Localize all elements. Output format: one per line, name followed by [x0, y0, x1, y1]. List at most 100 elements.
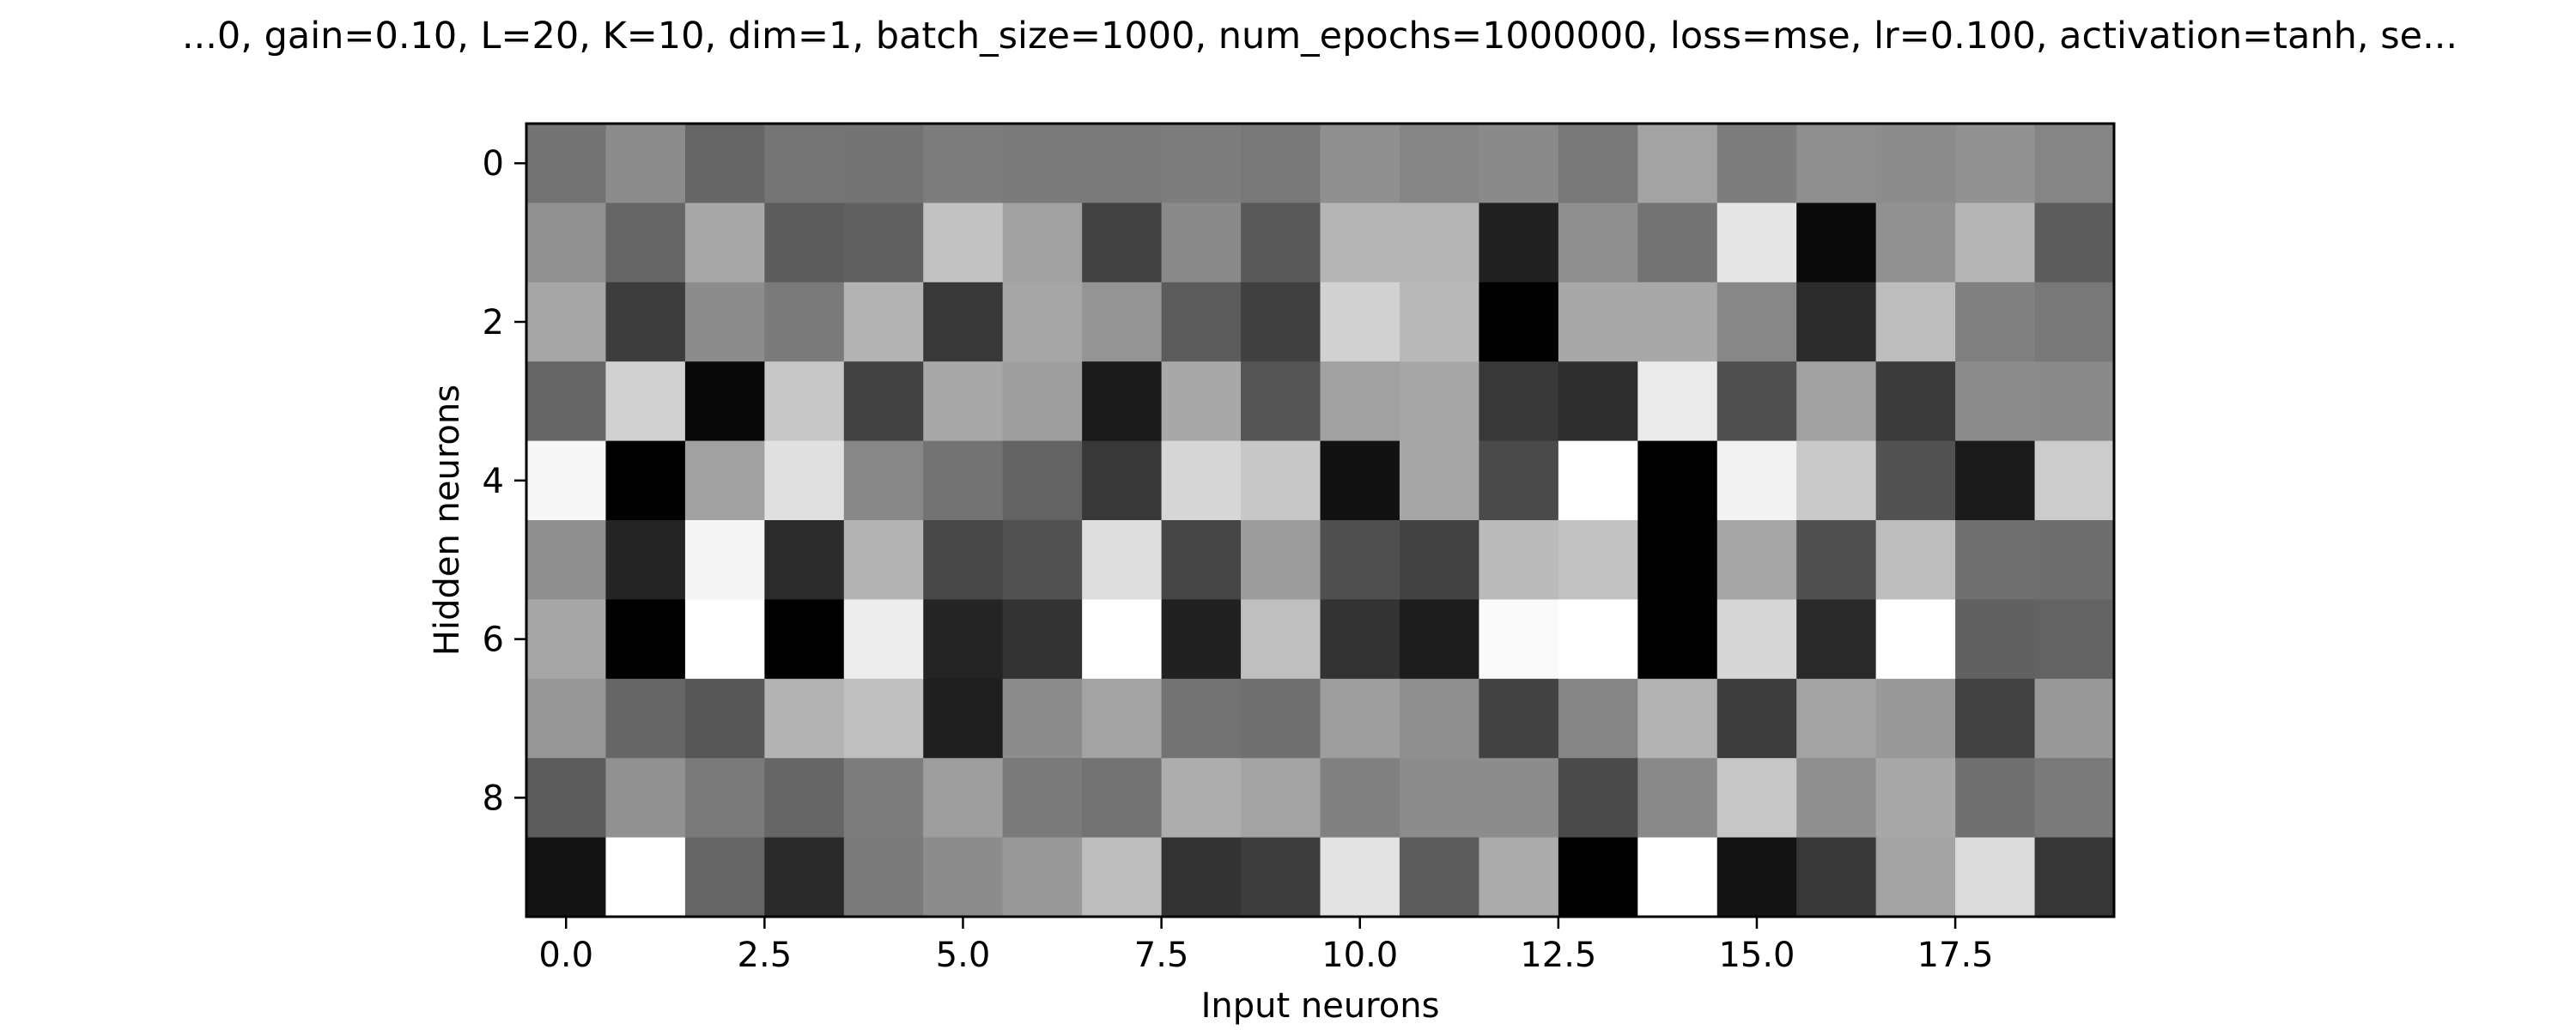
heatmap-cell: [2034, 361, 2115, 442]
heatmap-cell: [526, 282, 607, 362]
heatmap-cell: [1161, 758, 1242, 839]
y-axis-ticks: 0 2 4 6 8: [483, 144, 526, 818]
plot-frame: [525, 122, 2116, 918]
heatmap-cell: [1479, 758, 1559, 839]
heatmap-cell: [1637, 203, 1718, 283]
x-axis-ticks: 0.0 2.5 5.0 7.5 10.0 12.5 15.0 17.5: [538, 917, 1994, 975]
heatmap-cell: [1558, 678, 1638, 759]
heatmap-cell: [1320, 361, 1400, 442]
heatmap-cell: [1558, 440, 1638, 521]
heatmap-cell: [1002, 599, 1083, 680]
heatmap-cell: [1796, 124, 1877, 203]
heatmap-cell: [1796, 520, 1877, 600]
heatmap-cell: [1796, 599, 1877, 680]
heatmap-cell: [1875, 282, 1956, 362]
heatmap-cell: [1082, 440, 1163, 521]
heatmap-cell: [684, 282, 765, 362]
heatmap-cell: [1082, 203, 1163, 283]
heatmap-cell: [1320, 203, 1400, 283]
heatmap-cell: [2034, 837, 2115, 918]
heatmap-cell: [1002, 203, 1083, 283]
heatmap-cell: [1558, 282, 1638, 362]
heatmap-cell: [684, 440, 765, 521]
heatmap-cell: [764, 520, 845, 600]
heatmap-cell: [605, 758, 686, 839]
x-tick-label: 7.5: [1134, 936, 1189, 975]
heatmap-cell: [1716, 678, 1797, 759]
heatmap-cell: [1955, 361, 2036, 442]
heatmap-cell: [843, 520, 924, 600]
heatmap-cell: [1479, 203, 1559, 283]
heatmap-cell: [1241, 203, 1321, 283]
heatmap-cells: [526, 124, 2115, 918]
heatmap-cell: [1796, 361, 1877, 442]
heatmap-cell: [1320, 599, 1400, 680]
heatmap-cell: [1955, 124, 2036, 203]
heatmap-cell: [1875, 599, 1956, 680]
heatmap-cell: [684, 837, 765, 918]
heatmap-cell: [1875, 520, 1956, 600]
heatmap-cell: [1399, 203, 1479, 283]
heatmap-cell: [1320, 837, 1400, 918]
heatmap-cell: [923, 520, 1004, 600]
heatmap-cell: [1637, 837, 1718, 918]
heatmap-cell: [526, 361, 607, 442]
heatmap-cell: [1716, 203, 1797, 283]
heatmap-cell: [1002, 440, 1083, 521]
heatmap-cell: [843, 599, 924, 680]
heatmap-cell: [923, 678, 1004, 759]
heatmap-cell: [2034, 440, 2115, 521]
y-tick-label: 6: [483, 621, 504, 660]
heatmap-cell: [1082, 599, 1163, 680]
heatmap-cell: [526, 758, 607, 839]
heatmap-cell: [1082, 361, 1163, 442]
heatmap-cell: [1320, 758, 1400, 839]
heatmap-cell: [526, 599, 607, 680]
y-tick-label: 4: [483, 462, 504, 501]
heatmap-cell: [526, 837, 607, 918]
heatmap-cell: [1399, 124, 1479, 203]
heatmap-cell: [843, 203, 924, 283]
heatmap-cell: [1875, 837, 1956, 918]
heatmap-cell: [1558, 837, 1638, 918]
heatmap-cell: [1320, 124, 1400, 203]
heatmap-cell: [1558, 361, 1638, 442]
heatmap-cell: [1161, 361, 1242, 442]
heatmap-cell: [1399, 599, 1479, 680]
heatmap-cell: [526, 678, 607, 759]
heatmap-cell: [1875, 678, 1956, 759]
heatmap-cell: [764, 124, 845, 203]
heatmap-cell: [605, 203, 686, 283]
heatmap-cell: [2034, 124, 2115, 203]
heatmap-cell: [1955, 837, 2036, 918]
heatmap-cell: [1479, 678, 1559, 759]
heatmap-cell: [1161, 440, 1242, 521]
x-tick-label: 12.5: [1520, 936, 1596, 975]
x-tick-label: 0.0: [538, 936, 593, 975]
heatmap-cell: [1558, 599, 1638, 680]
heatmap-cell: [684, 599, 765, 680]
heatmap-cell: [2034, 282, 2115, 362]
heatmap-cell: [1716, 837, 1797, 918]
heatmap-cell: [1955, 599, 2036, 680]
heatmap-cell: [1955, 758, 2036, 839]
heatmap-cell: [1399, 282, 1479, 362]
heatmap-cell: [843, 837, 924, 918]
heatmap-cell: [1479, 520, 1559, 600]
heatmap-cell: [1002, 678, 1083, 759]
heatmap-cell: [1399, 837, 1479, 918]
heatmap-cell: [1796, 837, 1877, 918]
heatmap-cell: [843, 440, 924, 521]
heatmap-cell: [1002, 837, 1083, 918]
heatmap-cell: [526, 203, 607, 283]
heatmap-cell: [1002, 758, 1083, 839]
heatmap-cell: [605, 678, 686, 759]
heatmap-cell: [1716, 520, 1797, 600]
x-tick-label: 5.0: [936, 936, 991, 975]
heatmap-cell: [1479, 599, 1559, 680]
x-axis-label: Input neurons: [1201, 986, 1440, 1026]
heatmap-cell: [1161, 599, 1242, 680]
heatmap-cell: [1399, 440, 1479, 521]
heatmap-cell: [1875, 124, 1956, 203]
heatmap-cell: [1002, 124, 1083, 203]
